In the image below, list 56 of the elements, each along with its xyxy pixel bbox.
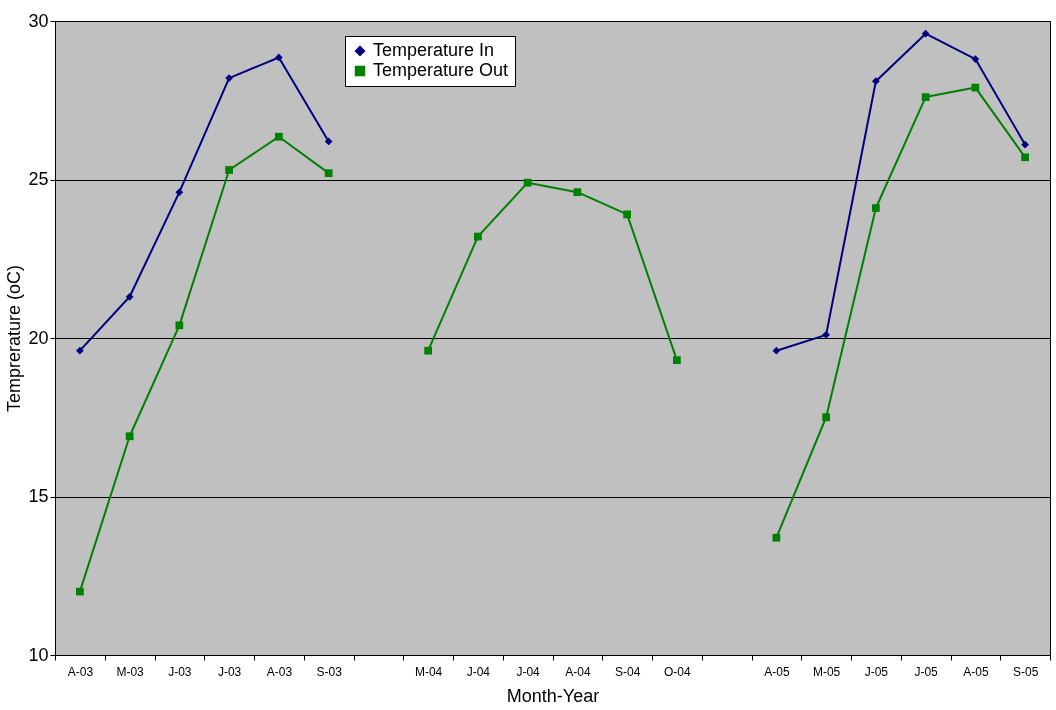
x-tick-label: J-03 xyxy=(168,664,192,679)
legend-label: Temperature In xyxy=(373,40,495,60)
point xyxy=(673,356,681,365)
point xyxy=(324,169,333,178)
x-tick-label: S-04 xyxy=(614,664,641,679)
legend-label: Temperature Out xyxy=(373,60,509,80)
y-tick-label: 10 xyxy=(28,644,49,665)
x-tick-label: A-03 xyxy=(67,664,94,679)
point xyxy=(772,533,781,542)
x-tick-label: M-03 xyxy=(116,664,145,679)
x-tick-label: J-05 xyxy=(864,664,889,679)
x-tick-label: J-05 xyxy=(914,664,939,679)
point xyxy=(921,29,930,38)
point xyxy=(772,346,781,355)
point xyxy=(1021,153,1029,162)
x-tick-label: J-03 xyxy=(217,664,242,679)
y-tick-label: 20 xyxy=(28,327,49,348)
point xyxy=(275,132,283,141)
x-tick-label: A-03 xyxy=(266,664,293,679)
x-tick-label: M-05 xyxy=(812,664,841,679)
point xyxy=(225,74,233,82)
x-tick-label: J-04 xyxy=(466,664,491,679)
y-tick-label: 15 xyxy=(28,486,49,506)
point xyxy=(76,346,84,355)
point xyxy=(125,432,134,441)
point xyxy=(76,587,84,596)
point xyxy=(971,55,980,63)
x-tick-label: A-05 xyxy=(764,664,790,679)
y-tick-label: 30 xyxy=(28,10,49,31)
point xyxy=(822,413,830,422)
point xyxy=(474,232,482,241)
x-tick-label: A-05 xyxy=(963,664,989,679)
point xyxy=(424,346,432,355)
point xyxy=(175,188,184,197)
point xyxy=(822,330,830,339)
point xyxy=(573,188,582,197)
point xyxy=(175,321,184,330)
x-tick-label: M-04 xyxy=(414,664,443,679)
point xyxy=(125,292,134,301)
x-axis-title: Month-Year xyxy=(506,685,600,706)
point xyxy=(921,93,930,101)
point xyxy=(872,204,880,212)
x-tick-label: A-04 xyxy=(565,664,591,679)
x-tick-label: S-03 xyxy=(316,664,343,679)
point xyxy=(623,210,631,219)
point xyxy=(225,166,233,174)
point xyxy=(275,53,283,62)
point xyxy=(523,178,532,187)
y-tick-label: 25 xyxy=(28,169,49,189)
x-tick-label: S-05 xyxy=(1012,664,1039,679)
y-axis-title: Temprerature (oC) xyxy=(4,264,25,413)
x-tick-label: J-04 xyxy=(516,664,541,679)
x-tick-label: O-04 xyxy=(664,664,692,679)
point xyxy=(872,77,880,86)
point xyxy=(1021,140,1029,149)
point xyxy=(324,137,333,146)
